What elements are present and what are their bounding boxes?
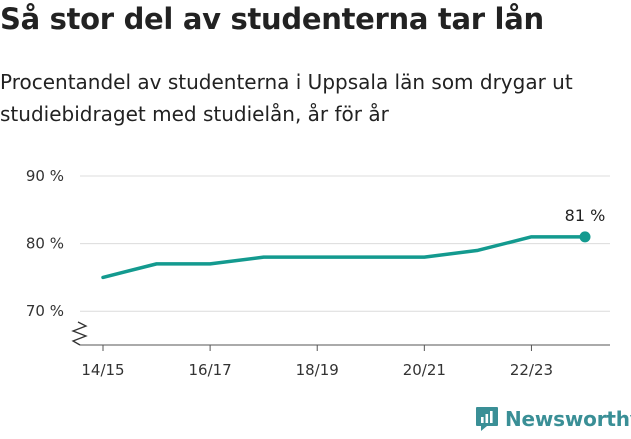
axis-break-icon xyxy=(71,321,88,346)
last-point-marker xyxy=(579,231,591,243)
x-tick-label: 16/17 xyxy=(188,361,231,379)
y-tick-label: 90 % xyxy=(26,167,64,185)
x-tick-label: 18/19 xyxy=(296,361,339,379)
y-tick-label: 80 % xyxy=(26,235,64,253)
series-line xyxy=(101,235,587,280)
x-tick-label: 20/21 xyxy=(403,361,446,379)
chart-subtitle: Procentandel av studenterna i Uppsala lä… xyxy=(0,70,573,126)
y-tick-label: 70 % xyxy=(26,302,64,320)
end-value-label: 81 % xyxy=(565,206,606,225)
newsworthy-logo-icon xyxy=(476,407,498,431)
brand-name: Newsworthy xyxy=(505,407,631,431)
brand-logo: Newsworthy xyxy=(475,406,631,432)
x-tick-label: 14/15 xyxy=(81,361,124,379)
x-tick-label: 22/23 xyxy=(510,361,553,379)
chart-title: Så stor del av studenterna tar lån xyxy=(0,2,544,36)
